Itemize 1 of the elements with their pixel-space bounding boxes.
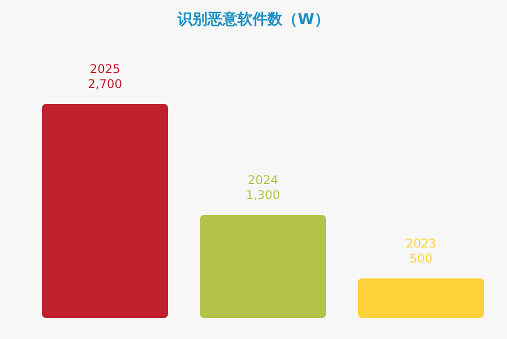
title: 识别恶意软件数（W） (178, 10, 330, 28)
